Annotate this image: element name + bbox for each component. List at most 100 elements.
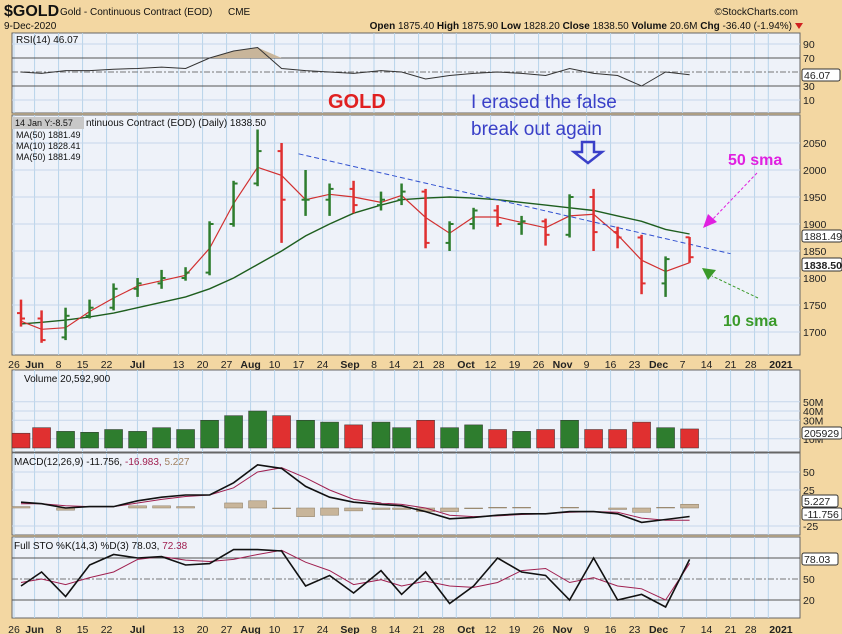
x-tick-label: 13 <box>173 624 185 634</box>
volume-bar <box>80 432 99 449</box>
macd-line <box>20 463 690 524</box>
macd-histogram-bar <box>272 507 291 509</box>
macd-histogram-bar <box>560 507 579 509</box>
volume-bar <box>392 427 411 449</box>
volume-tick-label: 50M <box>803 397 823 409</box>
macd-histogram-bar <box>128 505 147 509</box>
stockcharts-watermark: ©StockCharts.com <box>714 7 798 18</box>
price-tick-label: 1850 <box>803 246 827 258</box>
x-tick-label: 26 <box>8 359 20 371</box>
x-tick-label: Oct <box>457 624 475 634</box>
volume-bar <box>560 420 579 449</box>
macd-tick-label: 25 <box>803 485 815 497</box>
macd-histogram-bar <box>488 507 507 509</box>
macd-histogram-bar <box>656 507 675 509</box>
volume-tick-label: 30M <box>803 415 823 427</box>
macd-histogram-bar <box>464 507 483 509</box>
volume-bar <box>512 431 531 449</box>
rsi-tick-label: 70 <box>803 53 815 65</box>
volume-bar <box>584 429 603 449</box>
main-legend-title: ntinuous Contract (EOD) (Daily) 1838.50 <box>86 118 267 129</box>
x-tick-label: 21 <box>413 359 425 371</box>
rsi-tick-label: 30 <box>803 81 815 93</box>
sto-tag: 78.03 <box>804 554 830 566</box>
x-tick-label: 23 <box>629 359 641 371</box>
macd-histogram-bar <box>344 507 363 512</box>
volume-bar <box>464 424 483 449</box>
panel-macd <box>11 452 801 536</box>
marks-layer <box>11 46 731 609</box>
x-tick-label: 19 <box>509 624 521 634</box>
exchange: CME <box>228 7 251 18</box>
volume-bar <box>104 429 123 449</box>
volume-bar <box>248 410 267 449</box>
x-tick-label: 28 <box>433 359 445 371</box>
x-tick-label: 23 <box>629 624 641 634</box>
macd-histogram-bar <box>11 506 31 509</box>
volume-bar <box>32 427 51 449</box>
x-tick-label: 13 <box>173 359 185 371</box>
x-tick-label: Oct <box>457 359 475 371</box>
x-tick-label: 14 <box>389 359 401 371</box>
macd-histogram-bar <box>392 507 411 510</box>
close-tag: 1838.50 <box>804 260 842 272</box>
x-tick-label: 16 <box>605 359 617 371</box>
rsi-tag: 46.07 <box>804 70 830 82</box>
x-tick-label: 26 <box>8 624 20 634</box>
macd-histogram-bar <box>632 507 651 513</box>
macd-histogram-bar <box>608 507 627 510</box>
x-tick-label: 28 <box>745 359 757 371</box>
panel-main <box>11 114 801 356</box>
x-tick-label: Sep <box>340 624 359 634</box>
macd-hist-tag: 5.227 <box>804 496 830 508</box>
x-tick-label: 8 <box>371 359 377 371</box>
x-tick-label: Aug <box>240 624 260 634</box>
x-tick-label: 24 <box>317 359 329 371</box>
volume-bar <box>656 427 675 449</box>
price-tick-label: 2050 <box>803 138 827 150</box>
x-tick-label: 20 <box>197 359 209 371</box>
ohlc-summary: Open 1875.40 High 1875.90 Low 1828.20 Cl… <box>370 21 792 32</box>
volume-bar <box>272 415 291 449</box>
macd-histogram-bar <box>296 507 315 517</box>
x-tick-label: 12 <box>485 359 497 371</box>
x-tick-label: 2021 <box>769 624 793 634</box>
x-tick-label: 22 <box>101 624 113 634</box>
volume-bar <box>128 431 147 449</box>
x-tick-label: Jun <box>25 359 44 371</box>
rsi-overbought-fill <box>209 47 282 58</box>
ma50-legend-a: MA(50) 1881.49 <box>16 130 81 140</box>
crosshair-tooltip <box>12 117 84 129</box>
rsi-tick-label: 90 <box>803 39 815 51</box>
volume-bar <box>632 421 651 449</box>
x-tick-label: 2021 <box>769 359 793 371</box>
x-tick-label: 8 <box>56 359 62 371</box>
macd-histogram-bar <box>320 507 339 516</box>
arrow-10sma-line <box>711 275 759 299</box>
instrument-name: Gold - Continuous Contract (EOD) <box>60 7 212 18</box>
sto-d-line <box>20 549 691 601</box>
volume-bar <box>11 432 31 449</box>
ma50-tag: 1881.49 <box>804 231 842 243</box>
x-tick-label: 26 <box>533 624 545 634</box>
volume-legend: Volume 20,592,900 <box>24 374 111 385</box>
x-tick-label: 16 <box>605 624 617 634</box>
annotation-erased-1: I erased the false <box>471 92 617 113</box>
macd-histogram-bar <box>248 500 267 509</box>
volume-bar <box>320 421 339 449</box>
x-tick-label: 15 <box>77 359 89 371</box>
symbol: $GOLD <box>4 3 59 20</box>
sto-k-line <box>20 548 691 609</box>
x-tick-label: 17 <box>293 624 305 634</box>
annotation-erased-2: break out again <box>471 119 602 140</box>
x-tick-label: 10 <box>269 624 281 634</box>
x-tick-label: 21 <box>725 359 737 371</box>
x-tick-label: 24 <box>317 624 329 634</box>
value-tags: 46.07 1881.49 1838.50 205929 5.227 -11.7… <box>801 68 842 566</box>
arrow-10sma-head <box>702 268 716 280</box>
ma50-legend-b: MA(50) 1881.49 <box>16 152 81 162</box>
x-tick-label: 8 <box>371 624 377 634</box>
price-tick-label: 1800 <box>803 273 827 285</box>
x-tick-label: 9 <box>584 624 590 634</box>
